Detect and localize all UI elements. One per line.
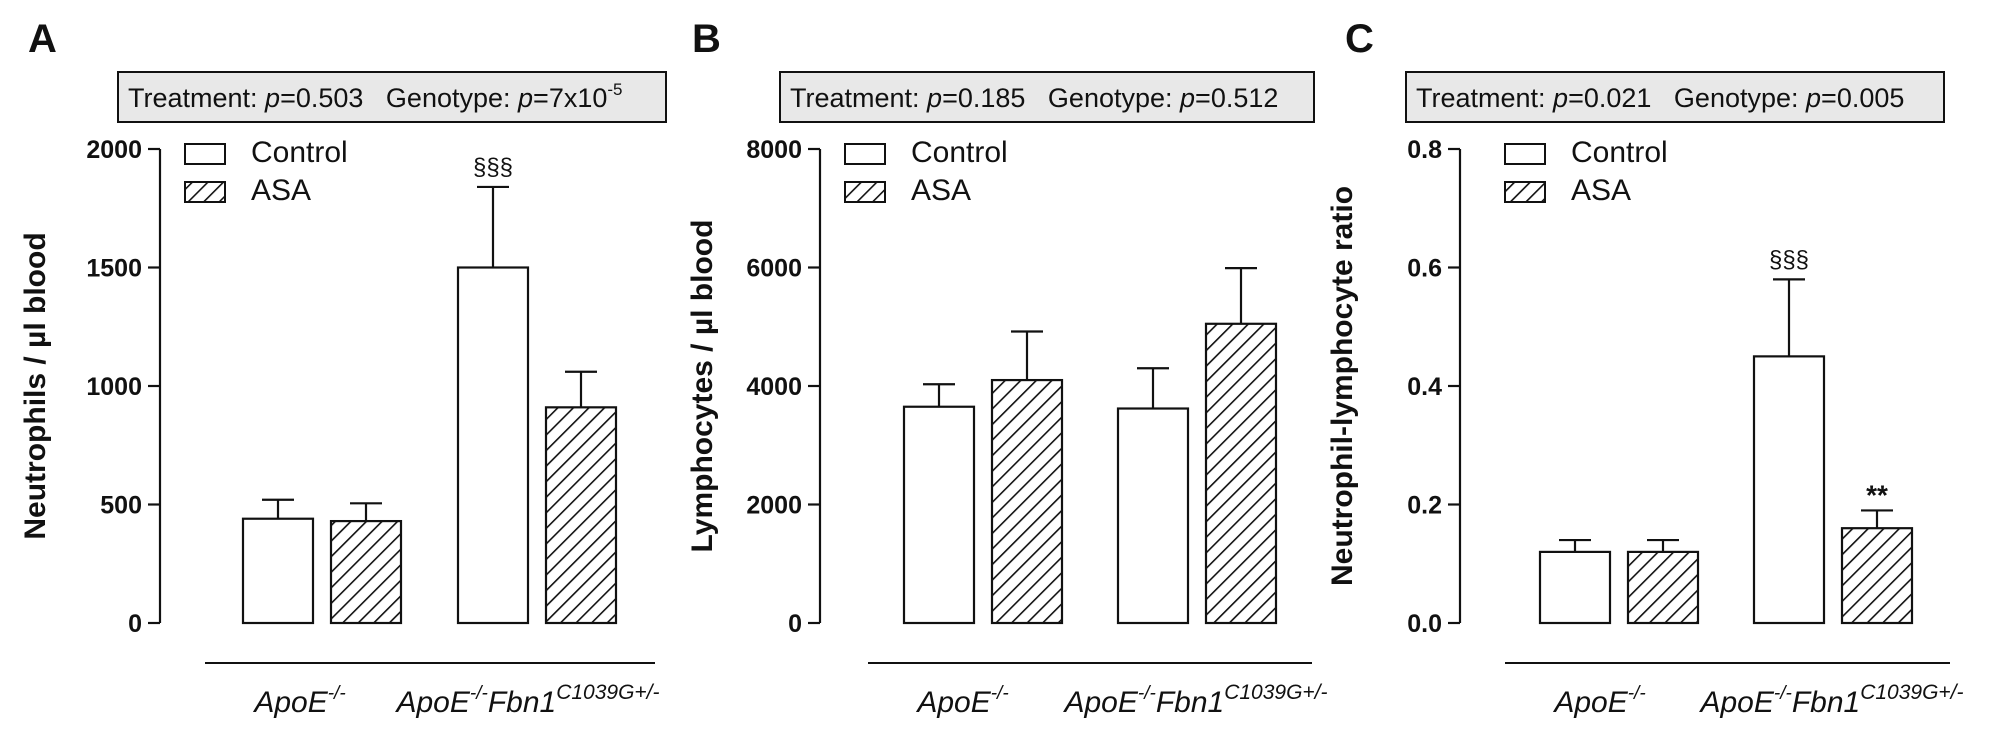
panel-letter: A xyxy=(28,17,57,61)
legend-swatch-control xyxy=(1504,143,1546,165)
y-axis-label: Neutrophils / µl blood xyxy=(19,232,52,539)
group-label: ApoE-/-Fbn1C1039G+/- xyxy=(1698,681,1963,719)
legend-label: ASA xyxy=(251,174,311,207)
bar-control-2 xyxy=(1752,355,1826,625)
bar-asa-1 xyxy=(329,519,403,625)
y-tick-label: 0 xyxy=(788,610,802,638)
group-label: ApoE-/- xyxy=(252,683,345,719)
y-tick-label: 0.2 xyxy=(1407,492,1442,520)
y-tick-label: 6000 xyxy=(746,255,802,283)
legend-swatch-control xyxy=(184,143,226,165)
stats-text: Treatment: p=0.021 Genotype: p=0.005 xyxy=(1416,83,1904,113)
group-label: ApoE-/- xyxy=(1552,683,1645,719)
legend-label: ASA xyxy=(911,174,971,207)
group-label: ApoE-/-Fbn1C1039G+/- xyxy=(394,681,659,719)
stats-text: Treatment: p=0.185 Genotype: p=0.512 xyxy=(790,83,1278,113)
legend-label: Control xyxy=(251,136,348,169)
significance-label: ** xyxy=(1866,479,1888,510)
y-axis-label: Lymphocytes / µl blood xyxy=(686,220,719,553)
group-label: ApoE-/- xyxy=(915,683,1008,719)
y-tick-label: 0 xyxy=(128,610,142,638)
panel-letter: B xyxy=(692,17,721,61)
bar-control-2 xyxy=(1116,407,1190,625)
y-tick-label: 0.8 xyxy=(1407,136,1442,164)
y-tick-label: 1000 xyxy=(86,373,142,401)
legend-label: ASA xyxy=(1571,174,1631,207)
panel-letter: C xyxy=(1345,17,1374,61)
y-tick-label: 1500 xyxy=(86,255,142,283)
legend-swatch-asa xyxy=(184,181,226,203)
bar-asa-1 xyxy=(1626,550,1700,625)
panel-C: C Treatment: p=0.021 Genotype: p=0.005 0.0… xyxy=(1326,17,1964,719)
legend-swatch-asa xyxy=(1504,181,1546,203)
y-tick-label: 2000 xyxy=(746,492,802,520)
legend-label: Control xyxy=(1571,136,1668,169)
bar-asa-2 xyxy=(544,406,618,625)
bar-asa-2 xyxy=(1840,527,1914,625)
bar-control-1 xyxy=(902,405,976,625)
panel-A: A Treatment: p=0.503 Genotype: p=7x10-5 0 5… xyxy=(19,17,667,719)
significance-label: §§§ xyxy=(1769,246,1809,273)
bar-asa-2 xyxy=(1204,322,1278,625)
y-tick-label: 500 xyxy=(100,492,142,520)
legend-label: Control xyxy=(911,136,1008,169)
stats-box xyxy=(1405,71,1945,123)
bar-control-2 xyxy=(456,266,530,625)
bar-control-1 xyxy=(241,517,315,625)
stats-box xyxy=(779,71,1315,123)
group-label: ApoE-/-Fbn1C1039G+/- xyxy=(1062,681,1327,719)
y-tick-label: 0.0 xyxy=(1407,610,1442,638)
bar-control-1 xyxy=(1538,550,1612,625)
significance-label: §§§ xyxy=(473,154,513,181)
panel-B: B Treatment: p=0.185 Genotype: p=0.512 0 20… xyxy=(686,17,1328,719)
y-tick-label: 0.4 xyxy=(1407,373,1442,401)
legend-swatch-asa xyxy=(844,181,886,203)
y-axis-label: Neutrophil-lymphocyte ratio xyxy=(1326,186,1359,586)
stats-text: Treatment: p=0.503 Genotype: p=7x10-5 xyxy=(128,80,623,113)
y-tick-label: 4000 xyxy=(746,373,802,401)
bar-asa-1 xyxy=(990,378,1064,625)
legend-swatch-control xyxy=(844,143,886,165)
y-tick-label: 2000 xyxy=(86,136,142,164)
y-tick-label: 8000 xyxy=(746,136,802,164)
stats-box xyxy=(117,71,667,123)
y-tick-label: 0.6 xyxy=(1407,255,1442,283)
